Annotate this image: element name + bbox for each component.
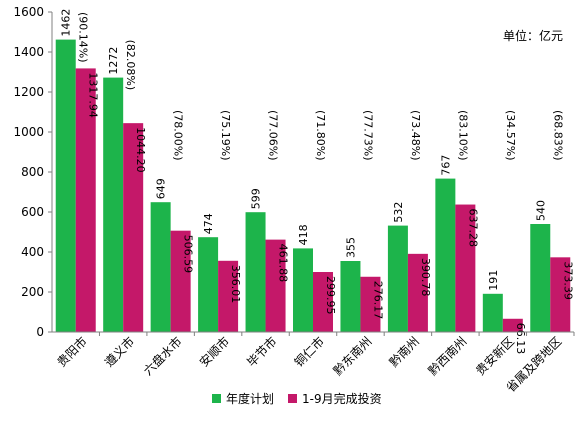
data-label-completed: 66.13 bbox=[514, 323, 527, 355]
data-label-plan: 1462 bbox=[60, 9, 73, 37]
data-label-completed: 276.17 bbox=[371, 281, 384, 320]
legend-swatch-completed bbox=[288, 394, 298, 403]
bar-plan bbox=[150, 202, 171, 332]
x-tick-label: 六盘水市 bbox=[140, 334, 185, 379]
bar-completed bbox=[360, 276, 381, 332]
bar-completed bbox=[218, 260, 239, 332]
y-tick-label: 1000 bbox=[13, 125, 44, 139]
y-tick-label: 1400 bbox=[13, 45, 44, 59]
data-label-plan: 1272 bbox=[107, 47, 120, 75]
x-tick-label: 安顺市 bbox=[196, 334, 232, 370]
legend-swatch-plan bbox=[212, 394, 221, 403]
percent-label: (68.83%) bbox=[551, 110, 564, 161]
y-tick-label: 1200 bbox=[13, 85, 44, 99]
bar-plan bbox=[435, 178, 456, 332]
legend-label-completed: 1-9月完成投资 bbox=[302, 392, 382, 406]
percent-label: (82.08%) bbox=[124, 40, 137, 91]
bar-plan bbox=[245, 212, 266, 332]
chart-legend: 年度计划 1-9月完成投资 bbox=[212, 390, 382, 407]
percent-label: (90.14%) bbox=[77, 12, 90, 63]
data-label-plan: 540 bbox=[534, 200, 547, 221]
data-label-plan: 418 bbox=[297, 224, 310, 245]
data-label-completed: 299.95 bbox=[324, 276, 337, 315]
percent-label: (83.10%) bbox=[456, 110, 469, 161]
bar-completed bbox=[313, 272, 333, 332]
bar-plan bbox=[340, 261, 361, 332]
y-tick-label: 1600 bbox=[13, 5, 44, 19]
bar-plan bbox=[482, 293, 503, 332]
data-label-plan: 191 bbox=[487, 270, 500, 291]
x-tick-label: 黔东南州 bbox=[330, 334, 375, 379]
bar-completed bbox=[502, 318, 523, 332]
y-tick-label: 200 bbox=[21, 285, 44, 299]
data-label-plan: 355 bbox=[344, 237, 357, 258]
bar-completed bbox=[550, 257, 571, 332]
y-tick-label: 400 bbox=[21, 245, 44, 259]
bar-plan bbox=[530, 224, 551, 332]
x-tick-label: 贵安新区 bbox=[472, 334, 517, 379]
bar-plan bbox=[387, 225, 408, 332]
data-label-completed: 1044.20 bbox=[134, 127, 147, 173]
bar-completed bbox=[407, 253, 428, 332]
y-tick-label: 600 bbox=[21, 205, 44, 219]
x-tick-label: 毕节市 bbox=[244, 334, 280, 370]
x-tick-label: 贵阳市 bbox=[54, 334, 90, 370]
percent-label: (71.80%) bbox=[314, 110, 327, 161]
data-label-plan: 532 bbox=[392, 202, 405, 223]
data-label-plan: 599 bbox=[250, 188, 263, 209]
percent-label: (73.48%) bbox=[409, 110, 422, 161]
percent-label: (75.19%) bbox=[219, 110, 232, 161]
legend-item-plan: 年度计划 bbox=[212, 390, 274, 407]
percent-label: (78.00%) bbox=[172, 110, 185, 161]
bar-plan bbox=[293, 248, 313, 332]
y-tick-label: 800 bbox=[21, 165, 44, 179]
percent-label: (34.57%) bbox=[504, 110, 517, 161]
data-label-completed: 461.88 bbox=[277, 244, 290, 283]
percent-label: (77.06%) bbox=[267, 110, 280, 161]
data-label-completed: 373.39 bbox=[561, 261, 574, 300]
bar-plan bbox=[55, 39, 76, 332]
bar-completed bbox=[170, 230, 191, 332]
y-tick-label: 0 bbox=[36, 325, 44, 339]
bar-completed bbox=[75, 68, 96, 333]
data-label-plan: 649 bbox=[155, 178, 168, 199]
x-tick-label: 铜仁市 bbox=[291, 334, 327, 370]
bar-plan bbox=[198, 237, 219, 332]
data-label-completed: 1317.94 bbox=[87, 72, 100, 118]
data-label-plan: 474 bbox=[202, 213, 215, 234]
bar-completed bbox=[455, 204, 476, 332]
legend-label-plan: 年度计划 bbox=[226, 392, 275, 406]
legend-item-completed: 1-9月完成投资 bbox=[288, 390, 382, 407]
x-tick-label: 黔南州 bbox=[386, 334, 422, 370]
data-label-completed: 506.59 bbox=[182, 235, 195, 274]
unit-label: 单位：亿元 bbox=[503, 29, 564, 43]
bar-completed bbox=[265, 239, 286, 332]
data-label-completed: 356.01 bbox=[229, 265, 242, 304]
data-label-completed: 637.28 bbox=[466, 209, 479, 248]
percent-label: (77.73%) bbox=[361, 110, 374, 161]
data-label-completed: 390.78 bbox=[419, 258, 432, 297]
x-tick-label: 黔西南州 bbox=[425, 334, 470, 379]
x-tick-label: 遵义市 bbox=[101, 334, 137, 370]
data-label-plan: 767 bbox=[439, 155, 452, 176]
bar-plan bbox=[103, 77, 124, 332]
bar-completed bbox=[123, 123, 144, 332]
